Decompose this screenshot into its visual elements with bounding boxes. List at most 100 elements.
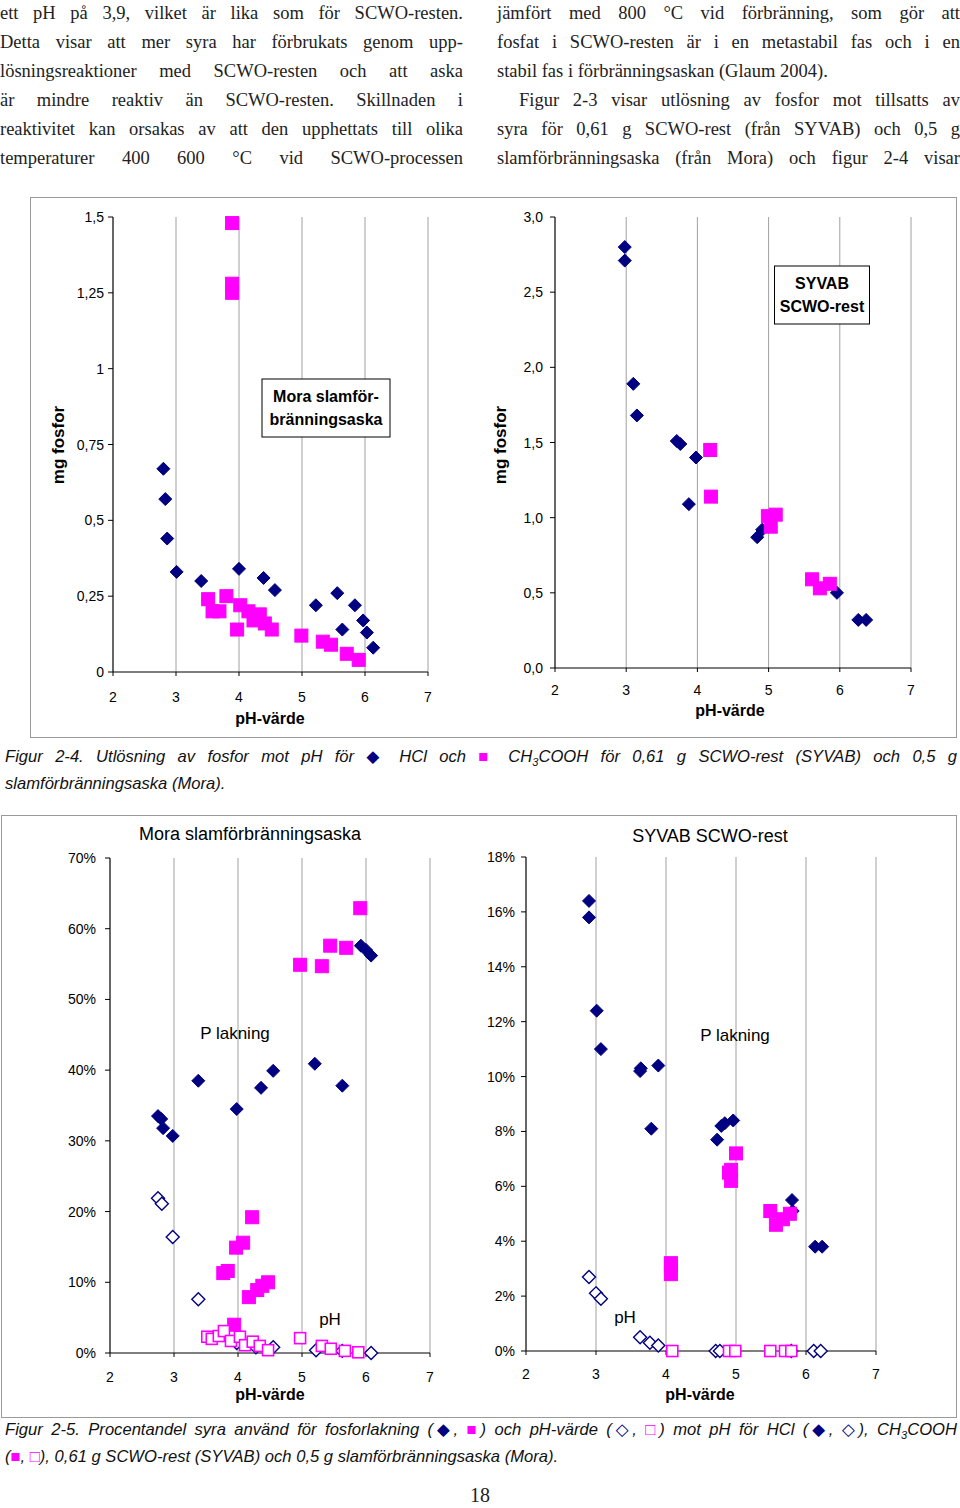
data-point [764, 520, 777, 533]
data-point [246, 1211, 259, 1224]
data-point [267, 1064, 280, 1077]
caption-symbol: ◇ [842, 1420, 859, 1439]
y-tick-label: 0,5 [85, 512, 105, 528]
y-tick [108, 672, 113, 673]
data-point [262, 1276, 275, 1289]
x-tick-label: 7 [424, 689, 432, 705]
data-point [354, 902, 367, 915]
data-point [221, 1264, 234, 1277]
data-point [367, 641, 380, 654]
data-point [365, 949, 378, 962]
data-point [689, 451, 702, 464]
data-point [630, 409, 643, 422]
data-point [674, 438, 687, 451]
annotation: Mora slamför- [273, 388, 379, 405]
data-point [618, 241, 631, 254]
caption-text: , [454, 1420, 467, 1439]
caption-symbol: ◆ [366, 747, 386, 766]
caption-subscript: 3 [532, 756, 538, 768]
caption-symbol: ■ [11, 1447, 21, 1466]
y-tick-label: 2% [495, 1288, 515, 1304]
data-point [667, 1346, 678, 1357]
y-tick-label: 0,5 [524, 585, 544, 601]
x-tick-label: 3 [592, 1366, 600, 1382]
data-point [769, 508, 782, 521]
caption-text: , [21, 1447, 30, 1466]
data-point [192, 1293, 205, 1306]
x-tick [596, 1351, 597, 1355]
data-point [340, 647, 353, 660]
x-tick-label: 3 [622, 682, 630, 698]
data-point [166, 1129, 179, 1142]
data-point [336, 1079, 349, 1092]
y-tick-label: 70% [68, 850, 96, 866]
x-tick-label: 3 [170, 1369, 178, 1385]
y-tick [105, 1140, 110, 1141]
data-point [816, 1240, 829, 1253]
x-tick-label: 7 [426, 1369, 434, 1385]
data-point [157, 462, 170, 475]
x-tick-label: 2 [551, 682, 559, 698]
y-tick-label: 50% [68, 991, 96, 1007]
grid-line [806, 857, 807, 1351]
chart-title: Mora slamförbränningsaska [139, 824, 362, 844]
y-axis [109, 858, 110, 1353]
annotation-box [775, 266, 870, 324]
y-tick [550, 292, 555, 293]
data-point [645, 1122, 658, 1135]
y-axis-label: mg fosfor [49, 405, 68, 484]
x-axis [113, 671, 428, 672]
data-point [195, 575, 208, 588]
caption-text: ), 0,61 g SCWO-rest (SYVAB) och 0,5 g sl… [40, 1447, 558, 1466]
y-tick-label: 14% [487, 959, 515, 975]
data-point [192, 1074, 205, 1087]
y-axis [525, 857, 526, 1351]
x-tick [302, 1353, 303, 1357]
data-point [166, 1231, 179, 1244]
data-point [170, 565, 183, 578]
data-point [590, 1004, 603, 1017]
annotation: pH [614, 1308, 636, 1327]
x-tick [430, 1353, 431, 1357]
y-tick [105, 1282, 110, 1283]
y-tick-label: 12% [487, 1014, 515, 1030]
grid-line [428, 217, 429, 672]
grid-line [302, 858, 303, 1353]
y-axis-label: mg fosfor [491, 405, 510, 484]
data-point [265, 623, 278, 636]
x-tick-label: 6 [361, 689, 369, 705]
y-tick-label: 40% [68, 1062, 96, 1078]
annotation: SYVAB [795, 275, 849, 292]
x-tick [697, 668, 698, 672]
data-point [324, 939, 337, 952]
x-tick [113, 672, 114, 676]
caption-text: , [632, 1420, 645, 1439]
y-tick [521, 1186, 526, 1187]
caption-line: (■, □), 0,61 g SCWO-rest (SYVAB) och 0,5… [5, 1446, 957, 1468]
grid-line [365, 217, 366, 672]
grid-line [174, 858, 175, 1353]
data-point [652, 1339, 665, 1352]
x-axis-label: pH-värde [235, 1386, 304, 1403]
x-tick [302, 672, 303, 676]
x-tick [526, 1351, 527, 1355]
y-tick-label: 60% [68, 921, 96, 937]
data-point [213, 605, 226, 618]
annotation: pH [319, 1310, 341, 1329]
data-point [652, 1059, 665, 1072]
y-tick [550, 217, 555, 218]
data-point [360, 626, 373, 639]
grid-line [697, 217, 698, 668]
annotation-box [262, 379, 390, 437]
y-tick-label: 1,0 [524, 510, 544, 526]
x-tick [174, 1353, 175, 1357]
y-tick [105, 1353, 110, 1354]
caption-line: Figur 2-4. Utlösning av fosfor mot pH fö… [5, 746, 957, 773]
y-tick-label: 0,25 [77, 588, 104, 604]
data-point [783, 1207, 796, 1220]
annotation: P lakning [200, 1024, 270, 1043]
data-point [230, 1103, 243, 1116]
annotation: SCWO-rest [780, 298, 865, 315]
grid-line [768, 217, 769, 668]
y-tick [108, 217, 113, 218]
